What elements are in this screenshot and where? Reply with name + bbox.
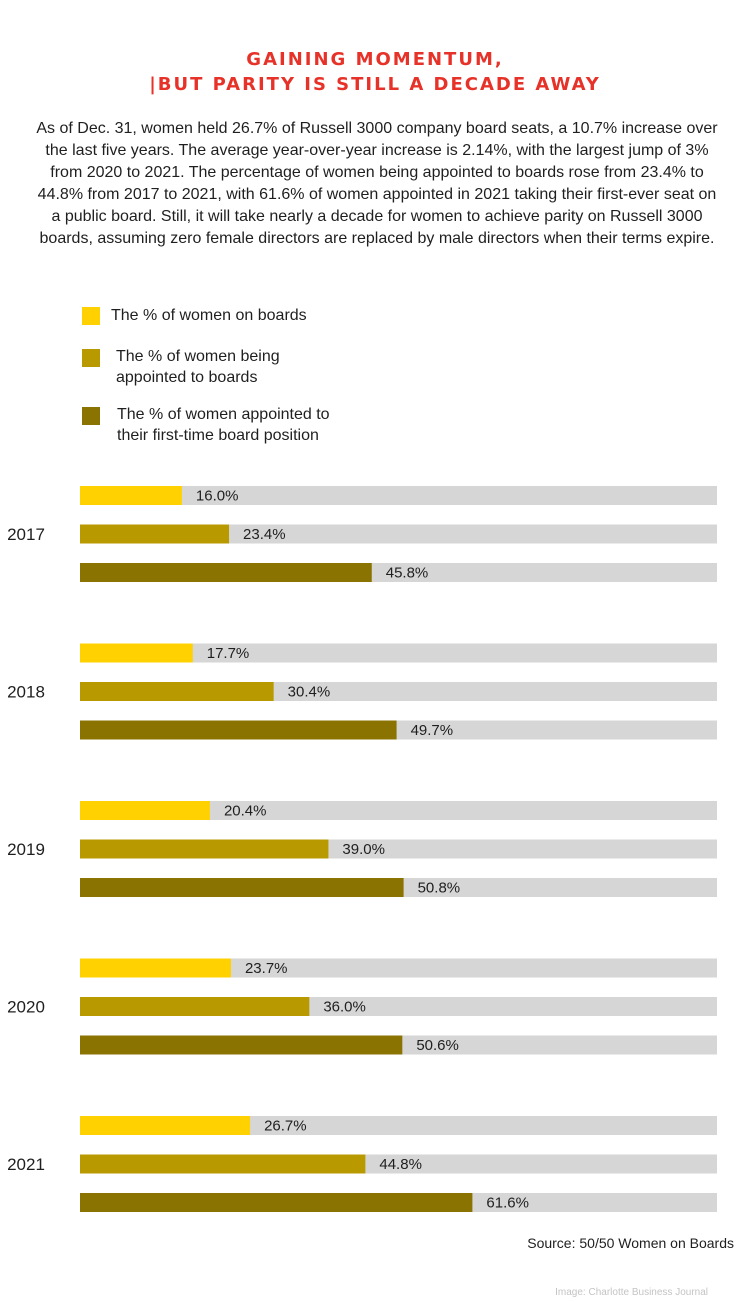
bar-track-2018-women-on-boards xyxy=(80,643,717,663)
bar-2017-first-time-position xyxy=(80,563,372,582)
year-label-2019: 2019 xyxy=(7,840,45,859)
bar-2021-women-appointed xyxy=(80,1154,366,1174)
bar-2020-first-time-position xyxy=(80,1035,403,1055)
bar-2019-women-appointed xyxy=(80,839,329,859)
bar-track-2020-women-on-boards xyxy=(80,958,717,978)
bar-track-2017-women-on-boards xyxy=(80,486,717,505)
bar-value-label-2017-women-on-boards: 16.0% xyxy=(196,488,239,505)
legend-label-women-appointed: The % of women being appointed to boards xyxy=(116,348,280,386)
bar-value-label-2019-women-appointed: 39.0% xyxy=(342,841,385,858)
image-credit: Image: Charlotte Business Journal xyxy=(555,1287,708,1298)
bar-value-label-2021-women-appointed: 44.8% xyxy=(379,1156,422,1173)
bar-2019-women-on-boards xyxy=(80,801,210,820)
bar-track-2017-women-appointed xyxy=(80,524,717,544)
year-label-2018: 2018 xyxy=(7,683,45,702)
bar-value-label-2019-first-time-position: 50.8% xyxy=(418,880,461,897)
bar-value-label-2020-women-appointed: 36.0% xyxy=(323,999,366,1016)
year-label-2021: 2021 xyxy=(7,1155,45,1174)
source-note: Source: 50/50 Women on Boards xyxy=(527,1235,734,1251)
bar-track-2019-women-on-boards xyxy=(80,801,717,820)
chart-title-line-1: Gaining momentum, xyxy=(246,49,504,70)
bar-value-label-2020-women-on-boards: 23.7% xyxy=(245,960,288,977)
bar-value-label-2019-women-on-boards: 20.4% xyxy=(224,803,267,820)
bar-2020-women-on-boards xyxy=(80,958,231,978)
chart-title-line-2: |but parity is still a decade away xyxy=(149,74,601,95)
bar-2019-first-time-position xyxy=(80,878,404,897)
bar-value-label-2017-first-time-position: 45.8% xyxy=(386,565,429,582)
bar-2018-women-on-boards xyxy=(80,643,193,663)
bar-2020-women-appointed xyxy=(80,997,310,1016)
bar-value-label-2018-women-appointed: 30.4% xyxy=(288,684,331,701)
bar-value-label-2018-women-on-boards: 17.7% xyxy=(207,645,250,662)
legend-swatch-women-appointed xyxy=(82,349,100,367)
bar-2018-women-appointed xyxy=(80,682,274,701)
bar-value-label-2020-first-time-position: 50.6% xyxy=(416,1037,459,1054)
year-label-2020: 2020 xyxy=(7,998,45,1017)
legend-swatch-women-on-boards xyxy=(82,307,100,325)
bar-2017-women-appointed xyxy=(80,524,230,544)
bar-value-label-2021-women-on-boards: 26.7% xyxy=(264,1118,307,1135)
bar-2021-women-on-boards xyxy=(80,1116,251,1135)
year-label-2017: 2017 xyxy=(7,525,45,544)
bar-2017-women-on-boards xyxy=(80,486,182,505)
legend-label-women-on-boards: The % of women on boards xyxy=(111,307,307,324)
legend-swatch-first-time-position xyxy=(82,407,100,425)
bar-2021-first-time-position xyxy=(80,1193,473,1212)
bar-value-label-2017-women-appointed: 23.4% xyxy=(243,526,286,543)
bar-value-label-2021-first-time-position: 61.6% xyxy=(486,1195,529,1212)
legend-label-first-time-position: The % of women appointed to their first-… xyxy=(117,406,330,444)
intro-paragraph: As of Dec. 31, women held 26.7% of Russe… xyxy=(36,120,718,247)
bar-value-label-2018-first-time-position: 49.7% xyxy=(411,722,454,739)
bar-2018-first-time-position xyxy=(80,720,397,740)
